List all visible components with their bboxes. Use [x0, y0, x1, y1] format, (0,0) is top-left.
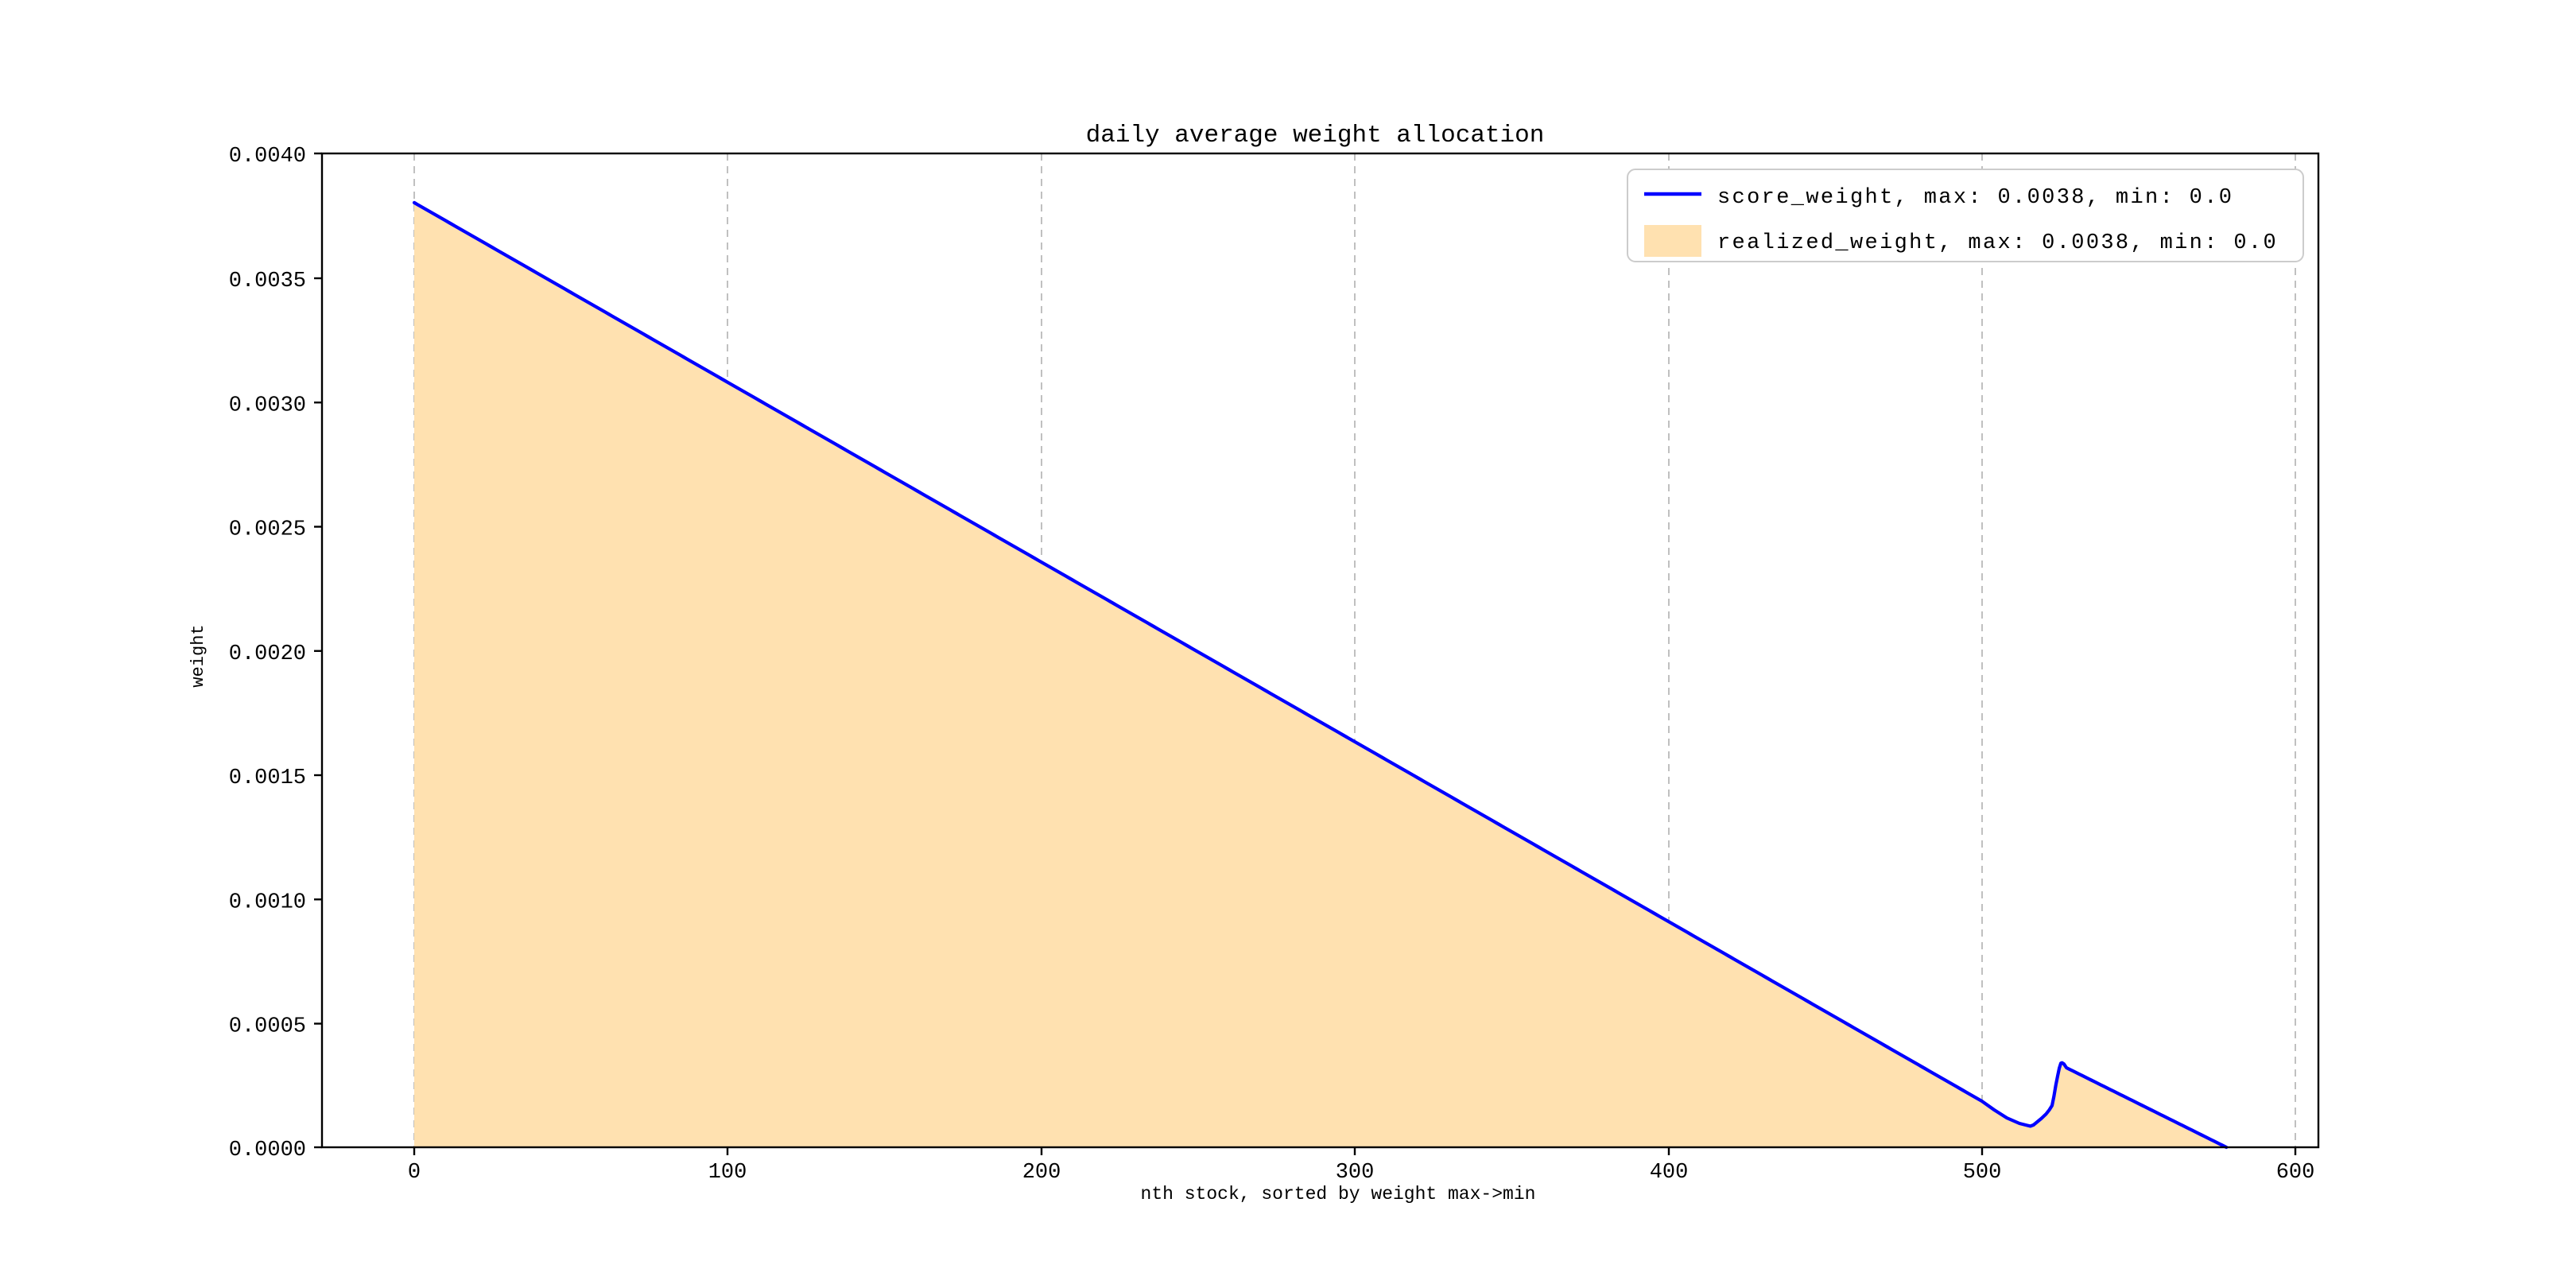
svg-text:nth stock, sorted by weight ma: nth stock, sorted by weight max->min — [1141, 1184, 1536, 1205]
svg-text:0: 0 — [408, 1161, 421, 1185]
svg-text:0.0005: 0.0005 — [229, 1015, 306, 1039]
svg-text:0.0020: 0.0020 — [229, 642, 306, 666]
svg-text:0.0010: 0.0010 — [229, 890, 306, 914]
svg-text:0.0040: 0.0040 — [229, 145, 306, 169]
svg-text:0.0030: 0.0030 — [229, 394, 306, 417]
svg-text:500: 500 — [1963, 1161, 2002, 1185]
svg-text:0.0035: 0.0035 — [229, 270, 306, 293]
svg-text:200: 200 — [1022, 1161, 1061, 1185]
svg-text:realized_weight, max: 0.0038,: realized_weight, max: 0.0038, min: 0.0 — [1717, 231, 2278, 255]
svg-text:600: 600 — [2276, 1161, 2315, 1185]
svg-text:100: 100 — [708, 1161, 747, 1185]
svg-text:weight: weight — [188, 624, 208, 687]
svg-text:daily average weight allocatio: daily average weight allocation — [1086, 122, 1545, 149]
svg-text:0.0015: 0.0015 — [229, 766, 306, 790]
svg-text:score_weight, max: 0.0038, min: score_weight, max: 0.0038, min: 0.0 — [1717, 186, 2233, 210]
svg-text:0.0000: 0.0000 — [229, 1139, 306, 1162]
svg-text:300: 300 — [1336, 1161, 1375, 1185]
svg-text:0.0025: 0.0025 — [229, 518, 306, 542]
svg-text:400: 400 — [1650, 1161, 1689, 1185]
